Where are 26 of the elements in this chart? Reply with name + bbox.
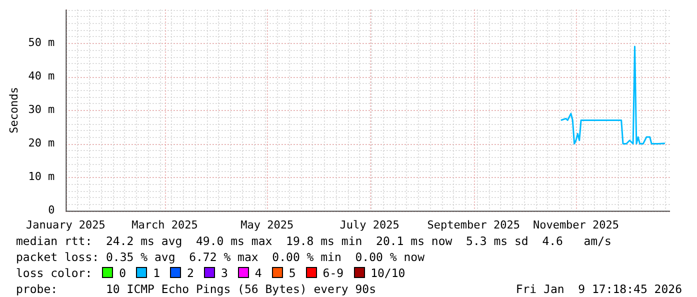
y-axis-title: Seconds (7, 87, 20, 134)
text: Fri Jan 9 17:18:45 2026 (516, 281, 682, 297)
text: packet loss: 0.35 % avg 6.72 % max 0.00 % min 0.00 % now (16, 249, 426, 265)
text: 6-9 (322, 265, 344, 281)
text: 0 (118, 265, 126, 281)
text: 1 (152, 265, 160, 281)
x-tick-label: July 2025 (340, 218, 400, 232)
text: probe: 10 ICMP Echo Pings (56 Bytes) every 90s (16, 282, 376, 296)
y-tick-label: 40 m (28, 70, 56, 83)
x-tick-label: January 2025 (26, 218, 106, 232)
y-tick-label: 50 m (28, 36, 56, 49)
y-tick-label: 30 m (28, 103, 56, 116)
text: loss color: (16, 266, 92, 280)
y-tick-label: 0 (48, 204, 55, 217)
x-tick-label: September 2025 (427, 218, 520, 232)
text: 4 (254, 265, 262, 281)
x-tick-label: May 2025 (240, 218, 294, 232)
y-tick-label: 10 m (28, 170, 56, 184)
y-tick-label: 20 m (28, 136, 56, 150)
text: 10/10 (370, 265, 406, 281)
x-tick-label: November 2025 (532, 218, 620, 232)
text: 2 (186, 265, 194, 281)
text: median rtt: 24.2 ms avg 49.0 ms max 19.8 ms min 20.1 ms now 5.3 ms sd 4.6 am/s (16, 233, 612, 249)
text: 5 (288, 265, 296, 281)
x-tick-label: March 2025 (132, 218, 198, 232)
text: 3 (220, 265, 228, 281)
